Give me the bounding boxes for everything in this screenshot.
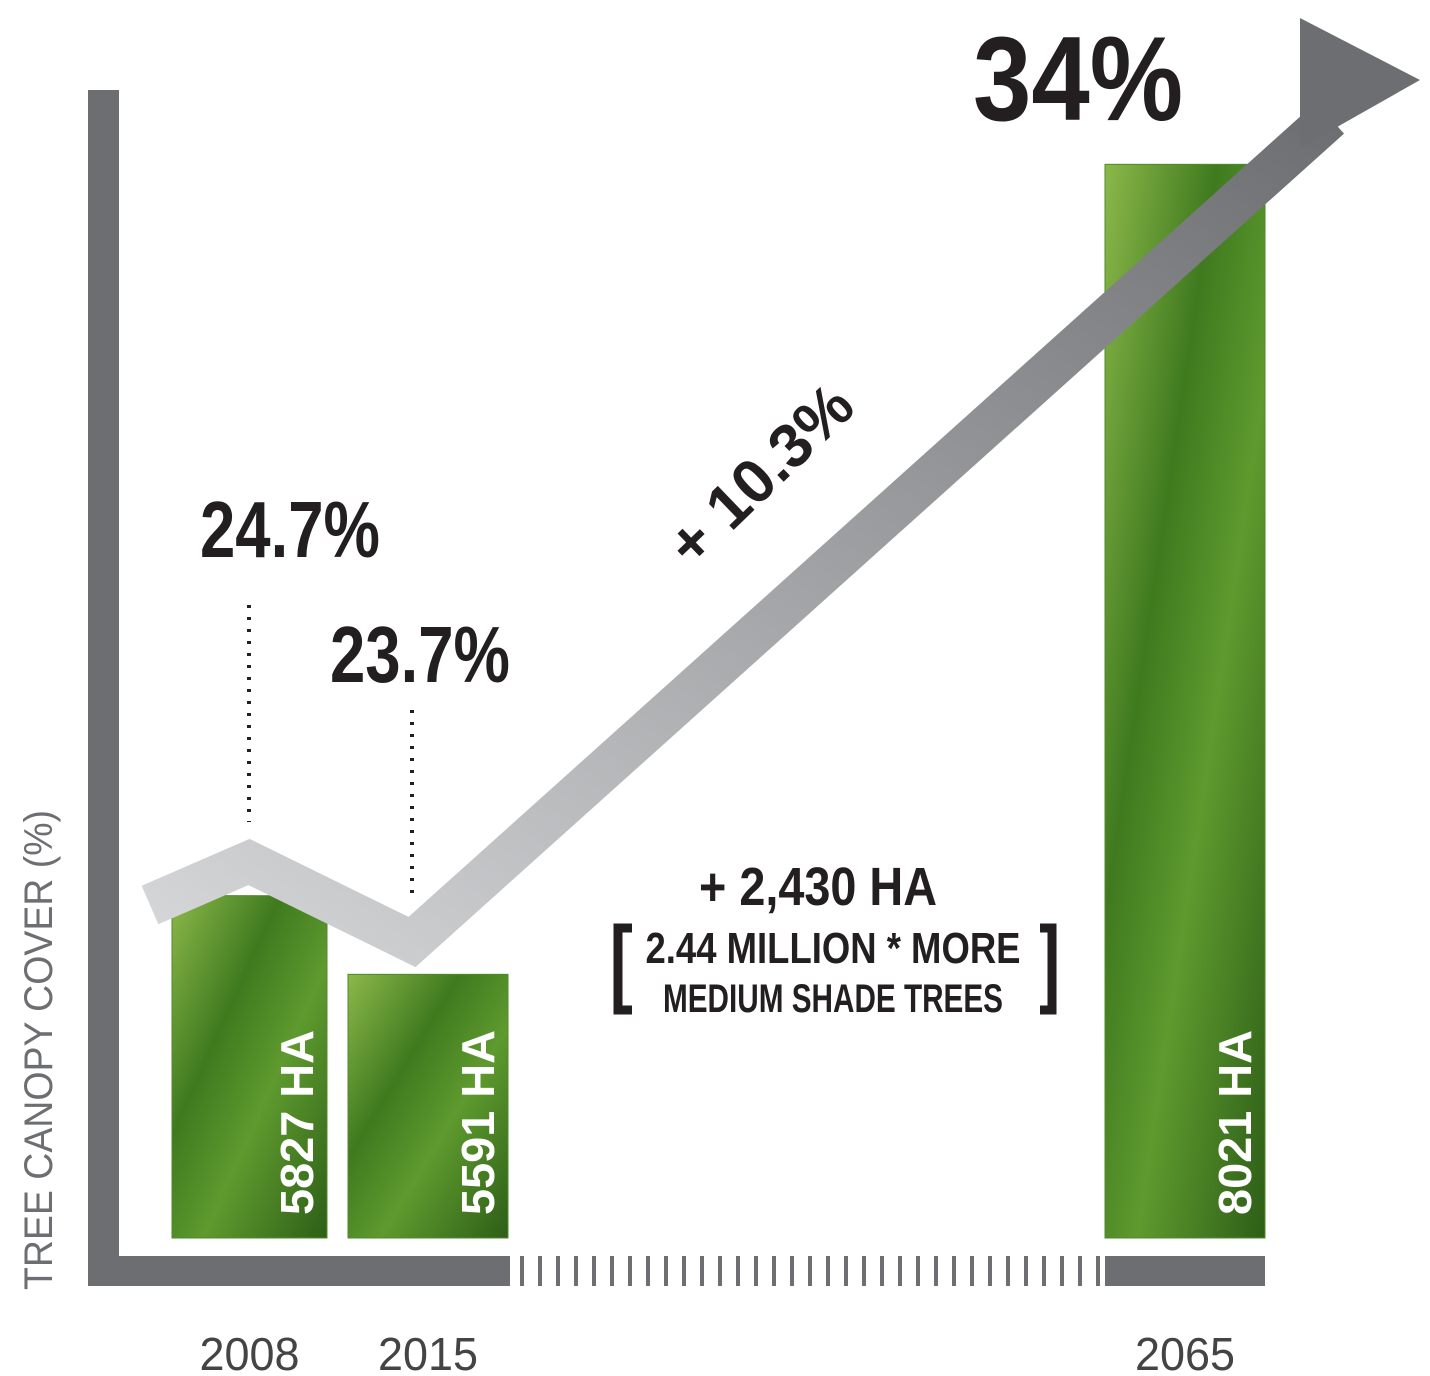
note-line: MEDIUM SHADE TREES (663, 977, 1003, 1021)
x-axis (1105, 1256, 1265, 1286)
x-tick-label: 2015 (378, 1328, 478, 1376)
x-tick-label: 2065 (1135, 1328, 1235, 1376)
bracket (613, 923, 1057, 1015)
note-line: 2.44 MILLION * MORE (646, 924, 1021, 973)
bar-label: 8021 HA (1209, 1030, 1261, 1215)
arrow-head (1300, 18, 1420, 148)
value-label: 24.7% (200, 485, 380, 574)
y-axis-label: TREE CANOPY COVER (%) (17, 810, 61, 1290)
bar (171, 895, 328, 1239)
x-axis (88, 1256, 510, 1286)
bar-label: 5591 HA (452, 1030, 504, 1215)
bar (347, 973, 509, 1239)
canopy-line (141, 102, 1345, 968)
added-area: + 2,430 HA (699, 857, 937, 917)
bar (1104, 163, 1266, 1239)
bar-label: 5827 HA (271, 1030, 323, 1215)
x-tick-label: 2008 (200, 1328, 300, 1376)
y-axis (88, 90, 119, 1286)
value-label: 23.7% (330, 610, 510, 699)
final-value-label: 34% (973, 12, 1183, 146)
